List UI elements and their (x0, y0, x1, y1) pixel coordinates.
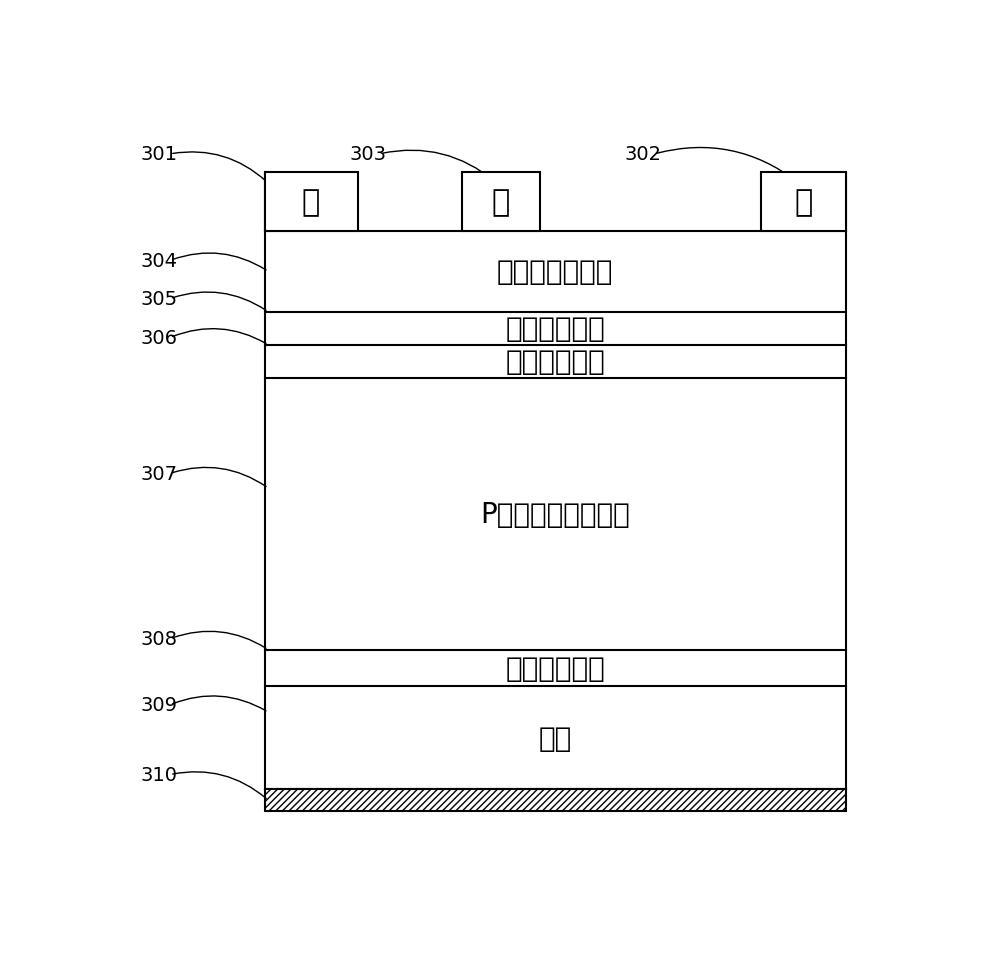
Text: 309: 309 (140, 696, 178, 715)
FancyArrowPatch shape (173, 772, 266, 799)
FancyArrowPatch shape (657, 149, 797, 182)
Text: 305: 305 (140, 290, 178, 309)
FancyArrowPatch shape (173, 330, 266, 344)
FancyArrowPatch shape (173, 468, 266, 487)
Text: 310: 310 (140, 765, 178, 784)
Bar (264, 789, 846, 812)
FancyArrowPatch shape (173, 293, 266, 311)
Text: 衬底: 衬底 (538, 724, 572, 752)
Text: 氮化镓沟道层: 氮化镓沟道层 (505, 348, 605, 376)
Text: P型铝钢镓氮缓冲层: P型铝钢镓氮缓冲层 (480, 500, 630, 528)
Text: 氮化铝成核层: 氮化铝成核层 (505, 655, 605, 682)
Bar (462, 173, 540, 232)
Text: 铝钢镓氮势垒层: 铝钢镓氮势垒层 (497, 258, 613, 286)
FancyArrowPatch shape (173, 253, 266, 271)
Text: 漏: 漏 (794, 188, 812, 217)
Text: 氮化铝插入层: 氮化铝插入层 (505, 315, 605, 343)
FancyArrowPatch shape (382, 151, 495, 182)
Text: 301: 301 (140, 145, 178, 164)
Bar (761, 173, 846, 232)
FancyArrowPatch shape (173, 152, 266, 182)
Text: 304: 304 (140, 252, 178, 271)
Text: 栅: 栅 (492, 188, 510, 217)
Text: 302: 302 (625, 145, 662, 164)
Text: 306: 306 (140, 329, 178, 348)
Text: 308: 308 (140, 630, 178, 649)
Text: 源: 源 (302, 188, 320, 217)
Bar (264, 173, 358, 232)
FancyArrowPatch shape (173, 632, 266, 649)
Text: 307: 307 (140, 464, 178, 483)
Text: 303: 303 (350, 145, 387, 164)
FancyArrowPatch shape (173, 697, 266, 711)
